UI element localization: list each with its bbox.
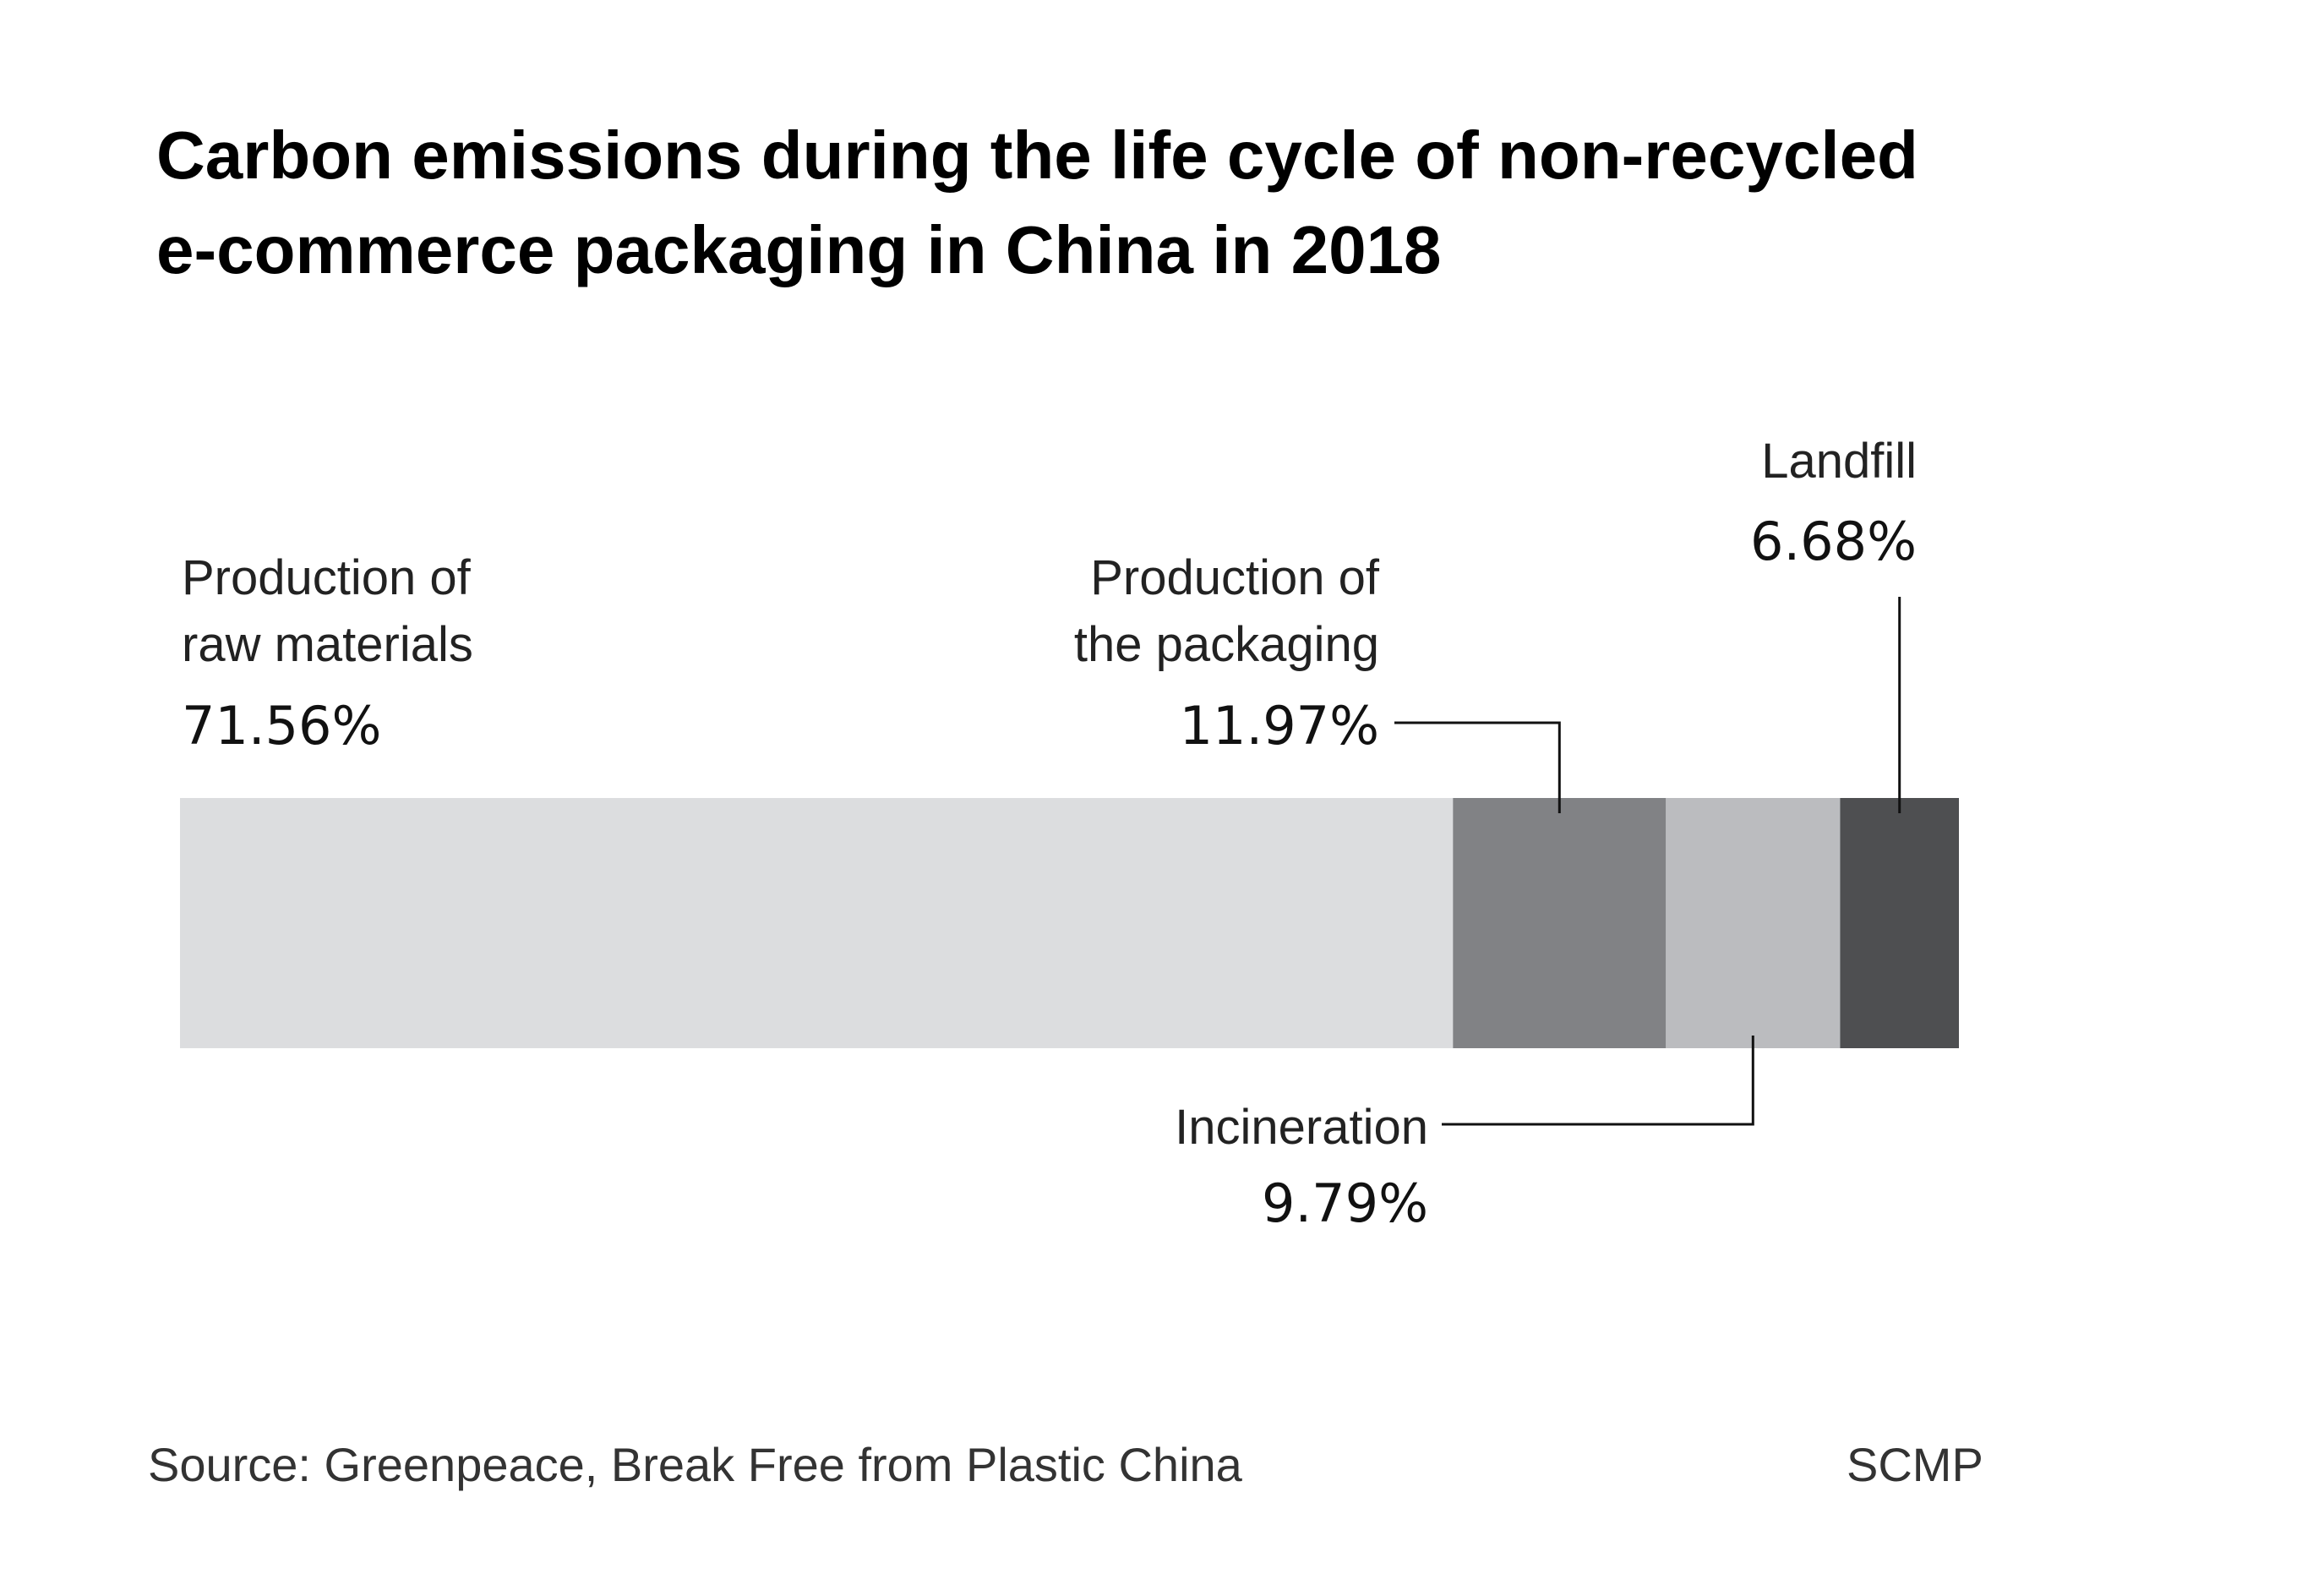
bar-segment-landfill [1840, 798, 1959, 1048]
bar-segment-packaging [1453, 798, 1667, 1048]
value-landfill: 6.68% [1750, 511, 1917, 572]
label-raw-materials-line-1: Production of [182, 550, 472, 605]
leader-line-incineration [1442, 1036, 1754, 1126]
value-raw-materials: 71.56% [182, 695, 381, 757]
label-packaging-line-2: the packaging [1074, 617, 1379, 672]
label-packaging-line-1: Production of [1090, 550, 1380, 605]
source-note: Source: Greenpeace, Break Free from Plas… [148, 1438, 1242, 1491]
leader-line-packaging [1394, 721, 1561, 813]
bar-segment-raw-materials [180, 798, 1454, 1048]
value-packaging: 11.97% [1180, 695, 1379, 757]
credit-label: SCMP [1847, 1438, 1983, 1491]
label-landfill: Landfill [1761, 434, 1917, 489]
value-incineration: 9.79% [1262, 1172, 1428, 1234]
label-incineration: Incineration [1175, 1100, 1428, 1155]
chart-title: Carbon emissions during the life cycle o… [156, 108, 2185, 298]
chart-title-line-2: e-commerce packaging in China in 2018 [156, 212, 1442, 287]
bar-segments [180, 798, 1959, 1048]
chart-title-line-1: Carbon emissions during the life cycle o… [156, 118, 1918, 193]
bar-segment-incineration [1666, 798, 1841, 1048]
label-raw-materials-line-2: raw materials [182, 617, 473, 672]
